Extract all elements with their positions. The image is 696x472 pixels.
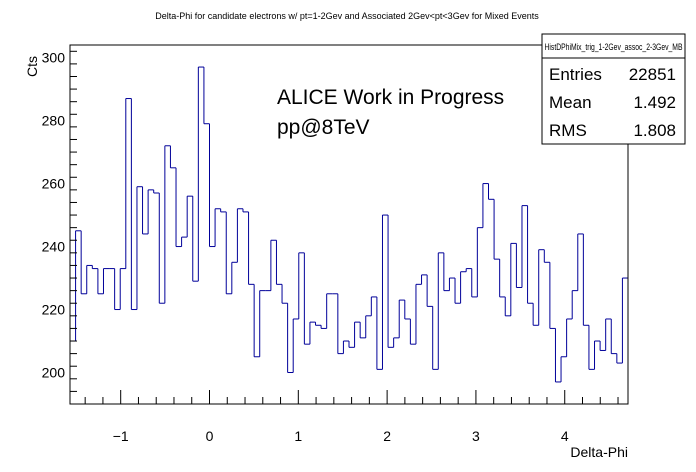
histogram-layer <box>70 66 628 383</box>
y-tick-label: 260 <box>42 176 66 192</box>
axes: 200 220 240 260 280 300 −1 0 1 2 3 4 <box>42 50 619 444</box>
chart-title: Delta-Phi for candidate electrons w/ pt=… <box>155 11 539 21</box>
x-tick-label: 0 <box>206 428 214 444</box>
y-tick-label: 200 <box>42 365 66 381</box>
y-axis-title: Cts <box>24 56 40 77</box>
plot-frame <box>69 44 629 405</box>
stats-entries-value: 22851 <box>629 65 676 84</box>
collision-annotation: pp@8TeV <box>277 116 370 139</box>
stats-mean-value: 1.492 <box>633 93 676 112</box>
x-tick-label: 2 <box>383 428 391 444</box>
x-tick-label: 4 <box>561 428 569 444</box>
stats-rms-value: 1.808 <box>633 121 676 140</box>
stats-mean-label: Mean <box>549 93 592 112</box>
y-tick-label: 300 <box>42 50 66 66</box>
y-tick-label: 220 <box>42 302 66 318</box>
alice-annotation: ALICE Work in Progress <box>277 86 504 109</box>
stats-rms-label: RMS <box>549 121 587 140</box>
x-tick-label: 1 <box>294 428 302 444</box>
y-tick-label: 280 <box>42 113 66 129</box>
stats-box-frame <box>541 33 686 145</box>
stats-entries-label: Entries <box>549 65 602 84</box>
x-tick-label: −1 <box>113 428 129 444</box>
stats-box: HistDPhiMix_trig_1-2Gev_assoc_2-3Gev_MB … <box>541 33 686 145</box>
x-tick-label: 3 <box>472 428 480 444</box>
stats-hist-name: HistDPhiMix_trig_1-2Gev_assoc_2-3Gev_MB <box>545 42 683 52</box>
x-axis-title: Delta-Phi <box>570 444 628 460</box>
y-tick-label: 240 <box>42 239 66 255</box>
